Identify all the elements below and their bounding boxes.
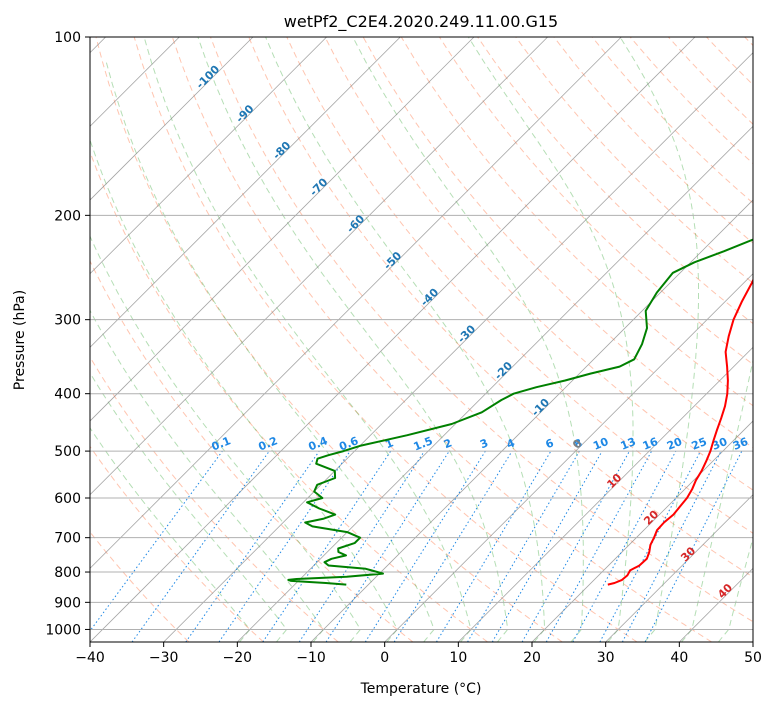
mixing-ratio-label: 36	[731, 435, 750, 453]
mixing-ratio-label: 1	[383, 436, 395, 451]
mixing-ratio-line	[467, 450, 580, 642]
dry-adiabat-line	[171, 37, 712, 642]
mixing-ratio-line	[218, 450, 351, 642]
isotherm-line	[90, 37, 475, 422]
isotherm-line	[90, 37, 548, 496]
mixing-ratio-line	[545, 450, 653, 642]
moist-adiabat-line	[197, 37, 509, 642]
x-tick-label: 50	[744, 650, 762, 666]
mixing-ratio-line	[491, 450, 603, 642]
x-tick-label: −40	[75, 650, 105, 666]
dry-adiabat-line	[324, 37, 753, 491]
dry-adiabat-line	[95, 37, 563, 642]
moist-adiabat-line	[681, 358, 753, 642]
isotherm-line	[90, 37, 401, 348]
dry-adiabat-line	[286, 37, 753, 534]
isotherm-line	[90, 37, 327, 275]
y-tick-label: 300	[54, 313, 81, 329]
y-tick-label: 200	[54, 208, 81, 224]
mixing-ratio-label: 3	[478, 436, 490, 451]
isotherm-line	[90, 37, 696, 642]
isotherm-line	[458, 346, 753, 642]
moist-adiabat-line	[90, 234, 362, 642]
isotherm-line	[310, 199, 753, 642]
mixing-ratio-label: 16	[641, 435, 660, 453]
mixing-ratio-line	[325, 450, 450, 642]
mixing-ratio-line	[364, 450, 486, 642]
isotherm-line	[237, 125, 753, 642]
isotherm-line	[605, 494, 753, 642]
plot-frame	[89, 36, 754, 643]
dewpoint-profile-line	[287, 238, 753, 586]
x-tick-label: 30	[597, 650, 615, 666]
x-tick-label: 10	[449, 650, 467, 666]
mixing-ratio-line	[435, 450, 552, 642]
y-tick-label: 800	[54, 565, 81, 581]
isotherm-line	[163, 52, 753, 642]
x-tick-label: −20	[223, 650, 253, 666]
x-tick-label: −10	[296, 650, 326, 666]
mixing-ratio-line	[185, 450, 320, 642]
x-tick-label: 20	[523, 650, 541, 666]
mixing-ratio-label: 10	[591, 435, 610, 453]
dry-adiabat-line	[90, 356, 339, 642]
y-tick-label: 900	[54, 595, 81, 611]
mixing-ratio-label: 2	[442, 436, 454, 451]
isotherm-line	[384, 273, 753, 642]
y-axis-label: Pressure (hPa)	[12, 290, 28, 390]
isotherm-line	[531, 420, 753, 642]
mixing-ratio-line	[521, 450, 630, 642]
y-tick-label: 700	[54, 531, 81, 547]
x-tick-label: 0	[380, 650, 389, 666]
mixing-ratio-label: 30	[710, 435, 729, 453]
mixing-ratio-label: 8	[572, 436, 584, 451]
dry-adiabat-line	[133, 37, 638, 642]
x-tick-label: −30	[149, 650, 179, 666]
moist-adiabat-line	[90, 138, 398, 642]
dry-adiabat-line	[248, 37, 753, 578]
moist-adiabat-line	[90, 309, 325, 642]
mixing-ratio-label: 25	[690, 435, 709, 453]
isotherm-line	[752, 641, 753, 642]
y-tick-label: 1000	[45, 622, 81, 638]
y-tick-label: 100	[54, 30, 81, 46]
dry-adiabat-line	[515, 37, 753, 284]
chart-title: wetPf2_C2E4.2020.249.11.00.G15	[284, 12, 558, 32]
moist-adiabat-line	[619, 37, 699, 642]
moist-adiabat-line	[90, 427, 251, 642]
mixing-ratio-label: 20	[665, 435, 684, 453]
mixing-ratio-line	[393, 450, 513, 642]
y-tick-label: 500	[54, 444, 81, 460]
dry-adiabat-line	[90, 259, 414, 642]
moist-adiabat-line	[143, 37, 472, 642]
isotherm-line	[90, 37, 254, 201]
dry-adiabat-line	[210, 37, 753, 623]
mixing-ratio-label: 13	[619, 435, 638, 453]
moist-adiabat-line	[467, 37, 634, 642]
isotherm-line	[90, 37, 622, 569]
y-tick-label: 400	[54, 387, 81, 403]
mixing-ratio-line	[572, 450, 677, 642]
moist-adiabat-line	[352, 37, 584, 642]
x-axis-label: Temperature (°C)	[360, 681, 482, 697]
dry-adiabat-line	[90, 445, 264, 642]
temperature-profile-line	[607, 278, 753, 586]
y-tick-label: 600	[54, 491, 81, 507]
x-tick-label: 40	[670, 650, 688, 666]
moist-adiabat-line	[265, 37, 546, 642]
